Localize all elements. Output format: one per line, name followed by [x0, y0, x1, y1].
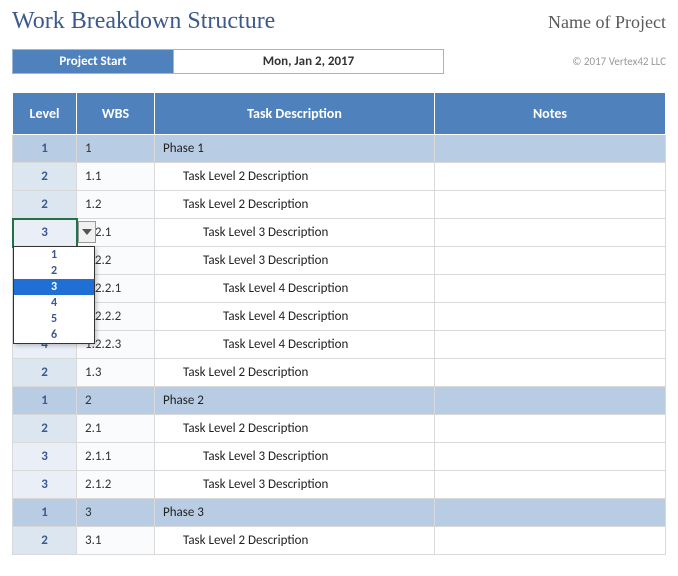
cell-level[interactable]: 2 [13, 163, 77, 191]
table-row: 41.2.2.3Task Level 4 Description [13, 331, 666, 359]
cell-notes[interactable] [435, 135, 666, 163]
dropdown-option[interactable]: 4 [14, 295, 94, 311]
cell-task-description[interactable]: Task Level 2 Description [155, 163, 435, 191]
dropdown-option[interactable]: 6 [14, 327, 94, 343]
dropdown-option[interactable]: 2 [14, 263, 94, 279]
cell-level[interactable]: 3123456 [13, 219, 77, 247]
cell-level[interactable]: 3 [13, 443, 77, 471]
page-title: Work Breakdown Structure [12, 8, 275, 35]
cell-task-description[interactable]: Task Level 2 Description [155, 415, 435, 443]
table-row: 23.1Task Level 2 Description [13, 527, 666, 555]
cell-level[interactable]: 2 [13, 191, 77, 219]
cell-task-description[interactable]: Task Level 3 Description [155, 471, 435, 499]
cell-task-description[interactable]: Task Level 4 Description [155, 303, 435, 331]
dropdown-arrow[interactable] [78, 221, 96, 243]
cell-level[interactable]: 1 [13, 387, 77, 415]
table-row: 31234561.2.1Task Level 3 Description [13, 219, 666, 247]
table-row: 32.1.1Task Level 3 Description [13, 443, 666, 471]
col-header-desc[interactable]: Task Description [155, 93, 435, 135]
cell-level[interactable]: 1 [13, 499, 77, 527]
table-row: 32.1.2Task Level 3 Description [13, 471, 666, 499]
table-row: 41.2.2.2Task Level 4 Description [13, 303, 666, 331]
cell-task-description[interactable]: Task Level 2 Description [155, 527, 435, 555]
cell-wbs[interactable]: 3.1 [77, 527, 155, 555]
cell-wbs[interactable]: 1.2 [77, 191, 155, 219]
cell-task-description[interactable]: Task Level 3 Description [155, 219, 435, 247]
col-header-notes[interactable]: Notes [435, 93, 666, 135]
cell-task-description[interactable]: Task Level 2 Description [155, 359, 435, 387]
project-name: Name of Project [548, 12, 666, 33]
cell-notes[interactable] [435, 415, 666, 443]
cell-level[interactable]: 3 [13, 471, 77, 499]
cell-notes[interactable] [435, 499, 666, 527]
cell-level[interactable]: 1 [13, 135, 77, 163]
cell-task-description[interactable]: Phase 1 [155, 135, 435, 163]
cell-notes[interactable] [435, 387, 666, 415]
cell-wbs[interactable]: 1.1 [77, 163, 155, 191]
table-row: 22.1Task Level 2 Description [13, 415, 666, 443]
cell-notes[interactable] [435, 359, 666, 387]
cell-notes[interactable] [435, 275, 666, 303]
cell-notes[interactable] [435, 191, 666, 219]
table-row: 21.3Task Level 2 Description [13, 359, 666, 387]
cell-notes[interactable] [435, 303, 666, 331]
project-start-label: Project Start [12, 49, 174, 74]
cell-notes[interactable] [435, 331, 666, 359]
cell-task-description[interactable]: Task Level 3 Description [155, 443, 435, 471]
wbs-table: Level WBS Task Description Notes 11Phase… [12, 92, 666, 555]
cell-notes[interactable] [435, 247, 666, 275]
cell-wbs[interactable]: 3 [77, 499, 155, 527]
dropdown-option[interactable]: 5 [14, 311, 94, 327]
table-row: 41.2.2.1Task Level 4 Description [13, 275, 666, 303]
table-row: 21.1Task Level 2 Description [13, 163, 666, 191]
dropdown-option[interactable]: 3 [14, 279, 94, 295]
copyright-text: © 2017 Vertex42 LLC [572, 55, 666, 68]
table-row: 12Phase 2 [13, 387, 666, 415]
cell-notes[interactable] [435, 471, 666, 499]
dropdown-option[interactable]: 1 [14, 247, 94, 263]
cell-task-description[interactable]: Task Level 2 Description [155, 191, 435, 219]
level-dropdown[interactable]: 123456 [13, 246, 95, 344]
table-row: 13Phase 3 [13, 499, 666, 527]
cell-notes[interactable] [435, 527, 666, 555]
cell-level[interactable]: 2 [13, 415, 77, 443]
cell-task-description[interactable]: Task Level 4 Description [155, 275, 435, 303]
cell-wbs[interactable]: 1 [77, 135, 155, 163]
cell-level[interactable]: 2 [13, 527, 77, 555]
cell-notes[interactable] [435, 163, 666, 191]
cell-wbs[interactable]: 2.1.1 [77, 443, 155, 471]
cell-task-description[interactable]: Phase 3 [155, 499, 435, 527]
cell-wbs[interactable]: 2.1.2 [77, 471, 155, 499]
col-header-wbs[interactable]: WBS [77, 93, 155, 135]
cell-task-description[interactable]: Task Level 4 Description [155, 331, 435, 359]
table-row: 31.2.2Task Level 3 Description [13, 247, 666, 275]
cell-notes[interactable] [435, 219, 666, 247]
cell-wbs[interactable]: 2.1 [77, 415, 155, 443]
table-row: 11Phase 1 [13, 135, 666, 163]
cell-task-description[interactable]: Task Level 3 Description [155, 247, 435, 275]
col-header-level[interactable]: Level [13, 93, 77, 135]
table-row: 21.2Task Level 2 Description [13, 191, 666, 219]
project-start-value[interactable]: Mon, Jan 2, 2017 [174, 49, 444, 74]
cell-level[interactable]: 2 [13, 359, 77, 387]
cell-task-description[interactable]: Phase 2 [155, 387, 435, 415]
cell-wbs[interactable]: 2 [77, 387, 155, 415]
cell-notes[interactable] [435, 443, 666, 471]
cell-wbs[interactable]: 1.3 [77, 359, 155, 387]
